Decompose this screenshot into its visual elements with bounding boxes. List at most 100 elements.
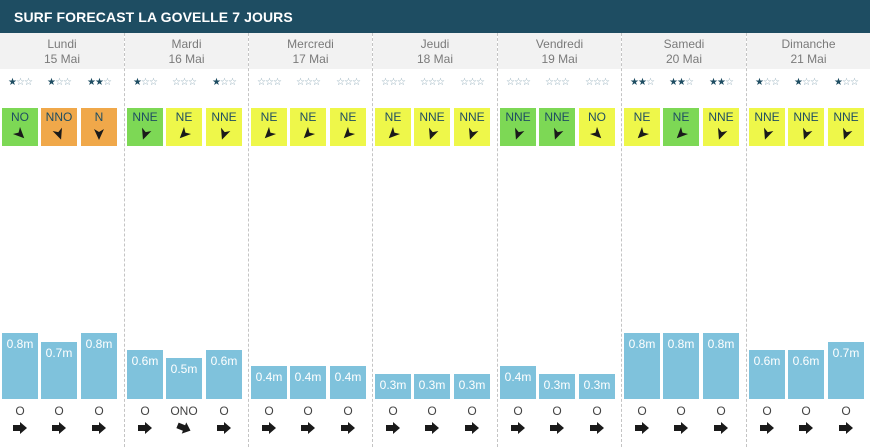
- star-icon: ☆: [227, 77, 237, 88]
- day-name: Lundi: [47, 37, 77, 51]
- star-icon: ★: [638, 77, 647, 88]
- star-icon: ☆: [724, 77, 734, 88]
- forecast-slot[interactable]: ★☆☆ NNE 0.6m O: [788, 33, 824, 447]
- forecast-slot[interactable]: ☆☆☆ NNE 0.4m O: [500, 33, 536, 447]
- forecast-slot[interactable]: ☆☆☆ NE 0.4m O: [290, 33, 326, 447]
- wave-height-bar: [251, 366, 287, 399]
- forecast-slot[interactable]: ★★☆ NE 0.8m O: [663, 33, 699, 447]
- star-icon: ★: [834, 77, 843, 88]
- star-icon: ☆: [763, 77, 772, 88]
- wind-indicator: NE: [290, 108, 326, 146]
- day-column: Mercredi 17 Mai ☆☆☆ NE 0.4m O ☆☆☆ NE 0.4m O ☆☆☆ NE 0…: [248, 33, 372, 447]
- wind-arrow-icon: [264, 126, 277, 139]
- rating-stars: ☆☆☆: [251, 77, 287, 88]
- star-icon: ☆: [468, 77, 477, 88]
- forecast-slot[interactable]: ☆☆☆ NNE 0.3m O: [414, 33, 450, 447]
- star-icon: ☆: [148, 77, 158, 88]
- star-icon: ☆: [802, 77, 811, 88]
- wave-height-bar: [166, 358, 202, 399]
- star-icon: ★: [677, 77, 686, 88]
- star-icon: ☆: [257, 77, 266, 88]
- rating-stars: ★☆☆: [2, 77, 38, 88]
- wind-arrow-icon: [589, 126, 602, 139]
- day-name: Mercredi: [287, 37, 334, 51]
- rating-stars: ★★☆: [624, 77, 660, 88]
- forecast-slot[interactable]: ☆☆☆ NE 0.3m O: [375, 33, 411, 447]
- wind-indicator: NNE: [500, 108, 536, 146]
- wind-direction-label: NE: [299, 110, 317, 124]
- wind-indicator: NNE: [828, 108, 864, 146]
- wind-direction-label: NNE: [505, 110, 531, 124]
- wave-height-label: 0.6m: [131, 354, 159, 368]
- star-icon: ☆: [351, 77, 361, 88]
- wave-height-label: 0.3m: [458, 378, 486, 392]
- swell-arrow-icon: [341, 422, 355, 434]
- forecast-slot[interactable]: ★☆☆ NNE 0.7m O: [828, 33, 864, 447]
- wave-height-label: 0.3m: [583, 378, 611, 392]
- star-icon: ★: [95, 77, 104, 88]
- swell-arrow-icon: [799, 422, 813, 434]
- wave-height-bar: [414, 374, 450, 399]
- forecast-slot[interactable]: ☆☆☆ NNE 0.3m O: [454, 33, 490, 447]
- wave-height-bar: [206, 350, 242, 399]
- wave-height-bar: [663, 333, 699, 399]
- wind-indicator: NE: [251, 108, 287, 146]
- forecast-slot[interactable]: ☆☆☆ NNE 0.3m O: [539, 33, 575, 447]
- swell-direction-label: O: [219, 404, 229, 418]
- wind-arrow-icon: [718, 127, 728, 140]
- star-icon: ☆: [311, 77, 321, 88]
- swell-direction-label: O: [467, 404, 477, 418]
- star-icon: ☆: [460, 77, 469, 88]
- forecast-slot[interactable]: ★☆☆ NNE 0.6m O: [127, 33, 163, 447]
- forecast-slot[interactable]: ☆☆☆ NE 0.4m O: [330, 33, 366, 447]
- day-date: 19 Mai: [541, 52, 578, 66]
- wind-direction-label: NNE: [132, 110, 158, 124]
- wave-height-label: 0.6m: [792, 354, 820, 368]
- star-icon: ★: [717, 77, 726, 88]
- forecast-slot[interactable]: ☆☆☆ NE 0.4m O: [251, 33, 287, 447]
- star-icon: ☆: [296, 77, 305, 88]
- day-date: 21 Mai: [790, 52, 827, 66]
- swell-arrow-icon: [217, 422, 231, 434]
- wind-indicator: NNE: [703, 108, 739, 146]
- swell-direction-label: O: [94, 404, 104, 418]
- forecast-slot[interactable]: ★☆☆ NNE 0.6m O: [749, 33, 785, 447]
- swell-arrow-icon: [301, 422, 315, 434]
- wave-height-label: 0.8m: [6, 337, 34, 351]
- rating-stars: ★★☆: [663, 77, 699, 88]
- swell-direction-label: O: [762, 404, 772, 418]
- star-icon: ★: [794, 77, 803, 88]
- forecast-days: Lundi 15 Mai ★☆☆ NO 0.8m O ★☆☆ NNO 0.7m O ★★☆ N 0.8m…: [0, 33, 870, 447]
- wind-arrow-icon: [676, 126, 689, 139]
- swell-arrow-icon: [138, 422, 152, 434]
- forecast-slot[interactable]: ★★☆ N 0.8m O: [81, 33, 117, 447]
- widget-title: SURF FORECAST LA GOVELLE 7 JOURS: [14, 9, 293, 25]
- rating-stars: ★☆☆: [828, 77, 864, 88]
- day-column: Vendredi 19 Mai ☆☆☆ NNE 0.4m O ☆☆☆ NNE 0.3m O ☆☆☆ N…: [497, 33, 621, 447]
- forecast-slot[interactable]: ★☆☆ NNO 0.7m O: [41, 33, 77, 447]
- wave-height-label: 0.7m: [832, 346, 860, 360]
- star-icon: ☆: [336, 77, 345, 88]
- swell-direction-label: O: [513, 404, 523, 418]
- swell-direction-label: O: [54, 404, 64, 418]
- forecast-slot[interactable]: ☆☆☆ NO 0.3m O: [579, 33, 615, 447]
- star-icon: ★: [87, 77, 96, 88]
- wind-direction-label: NNE: [708, 110, 734, 124]
- day-column: Jeudi 18 Mai ☆☆☆ NE 0.3m O ☆☆☆ NNE 0.3m O ☆☆☆ NNE 0.…: [372, 33, 497, 447]
- star-icon: ☆: [180, 77, 189, 88]
- rating-stars: ☆☆☆: [375, 77, 411, 88]
- wind-direction-label: NNE: [419, 110, 445, 124]
- rating-stars: ☆☆☆: [500, 77, 536, 88]
- day-column: Samedi 20 Mai ★★☆ NE 0.8m O ★★☆ NE 0.8m O ★★☆ NNE 0.…: [621, 33, 746, 447]
- forecast-slot[interactable]: ☆☆☆ NE 0.5m ONO: [166, 33, 202, 447]
- wave-height-bar: [41, 342, 77, 399]
- wind-indicator: NNO: [41, 108, 77, 146]
- forecast-slot[interactable]: ★☆☆ NNE 0.6m O: [206, 33, 242, 447]
- forecast-slot[interactable]: ★★☆ NNE 0.8m O: [703, 33, 739, 447]
- wave-height-label: 0.7m: [45, 346, 73, 360]
- swell-direction-label: O: [716, 404, 726, 418]
- forecast-slot[interactable]: ★★☆ NE 0.8m O: [624, 33, 660, 447]
- wave-height-bar: [749, 350, 785, 399]
- wind-indicator: NO: [2, 108, 38, 146]
- forecast-slot[interactable]: ★☆☆ NO 0.8m O: [2, 33, 38, 447]
